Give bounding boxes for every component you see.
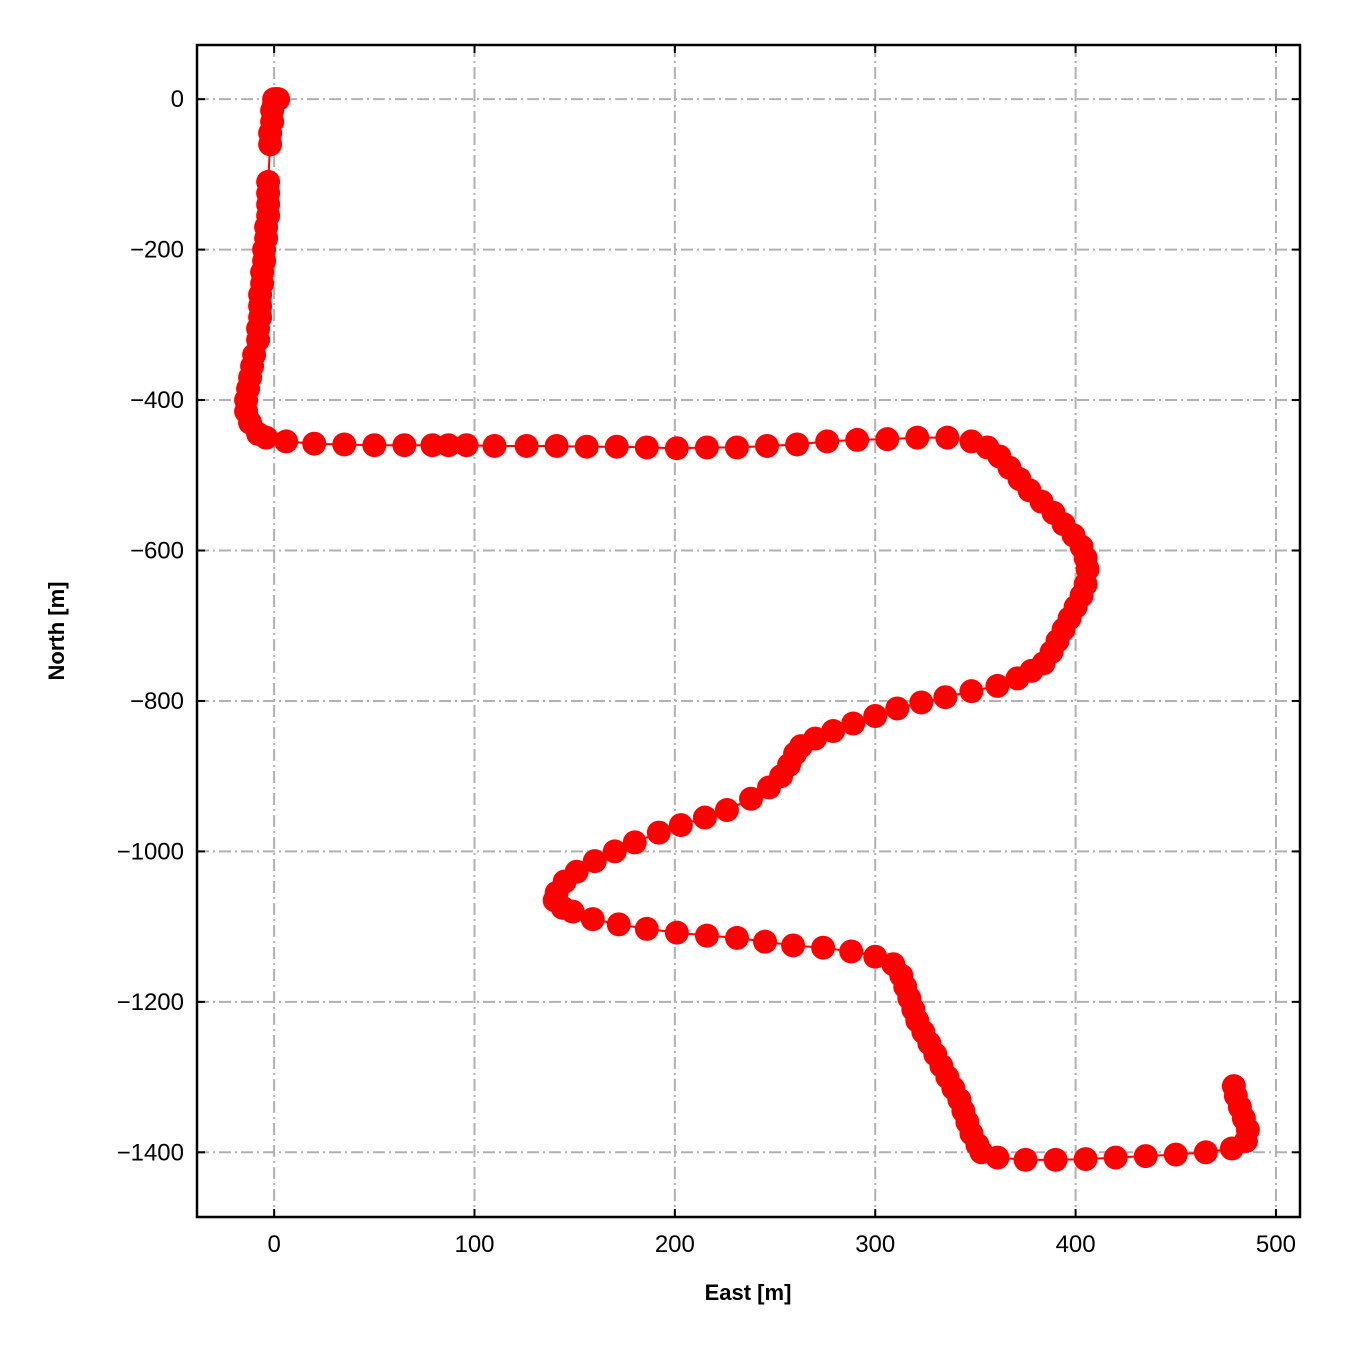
point (1163, 1142, 1188, 1167)
point (634, 435, 659, 460)
point (781, 933, 806, 958)
point (885, 696, 910, 721)
y-axis-label: North [m] (44, 582, 69, 681)
point (841, 711, 866, 736)
point (622, 830, 647, 855)
x-tick-label: 200 (655, 1231, 695, 1258)
point (482, 433, 507, 458)
point (332, 432, 357, 457)
point (362, 433, 387, 458)
point (606, 912, 631, 937)
point (863, 704, 888, 729)
point (875, 427, 900, 452)
point (1073, 1147, 1098, 1172)
point (755, 433, 780, 458)
y-tick-label: −800 (130, 688, 184, 715)
point (634, 916, 659, 941)
point (1043, 1147, 1068, 1172)
y-tick-label: −400 (130, 387, 184, 414)
point (845, 427, 870, 452)
point (582, 849, 607, 874)
point (959, 679, 984, 704)
point (1013, 1147, 1038, 1172)
point (905, 425, 930, 450)
point (560, 899, 585, 924)
point (935, 425, 960, 450)
point (602, 839, 627, 864)
point (274, 429, 299, 454)
plot-frame (195, 43, 1302, 1219)
point (392, 433, 417, 458)
point (839, 939, 864, 964)
point (436, 433, 461, 458)
point (254, 425, 279, 450)
y-tick-label: −1400 (117, 1139, 184, 1166)
point (757, 775, 782, 800)
point (544, 433, 569, 458)
y-tick-label: −1000 (117, 838, 184, 865)
point (985, 1145, 1010, 1170)
point (302, 431, 327, 456)
point (664, 920, 689, 945)
point (1005, 666, 1030, 691)
point (1133, 1144, 1158, 1169)
point (664, 436, 689, 461)
point (1193, 1140, 1218, 1165)
y-tick-label: −1200 (117, 989, 184, 1016)
x-tick-label: 0 (267, 1231, 280, 1258)
x-tick-label: 300 (855, 1231, 895, 1258)
point (514, 433, 539, 458)
point (668, 813, 693, 838)
point (785, 432, 810, 457)
point (694, 435, 719, 460)
x-tick-label: 400 (1056, 1231, 1096, 1258)
point (909, 690, 934, 715)
x-tick-label: 500 (1256, 1231, 1296, 1258)
x-axis-label: East [m] (705, 1280, 792, 1305)
point (811, 935, 836, 960)
y-tick-label: −600 (130, 538, 184, 565)
point (714, 798, 739, 823)
point (1221, 1074, 1246, 1099)
point (739, 786, 764, 811)
point (863, 944, 888, 969)
point (753, 929, 778, 954)
point (694, 923, 719, 948)
point (692, 805, 717, 830)
point (604, 434, 629, 459)
y-tick-label: −200 (130, 237, 184, 264)
track-line (245, 98, 1249, 1161)
x-tick-label: 100 (454, 1231, 494, 1258)
point (454, 433, 479, 458)
y-tick-label: 0 (171, 86, 184, 113)
point (985, 673, 1010, 698)
point (933, 685, 958, 710)
point (1103, 1145, 1128, 1170)
point (821, 719, 846, 744)
point (580, 907, 605, 932)
point (646, 820, 671, 845)
point (724, 925, 749, 950)
point (724, 435, 749, 460)
point (258, 132, 283, 157)
point (574, 434, 599, 459)
point (815, 429, 840, 454)
